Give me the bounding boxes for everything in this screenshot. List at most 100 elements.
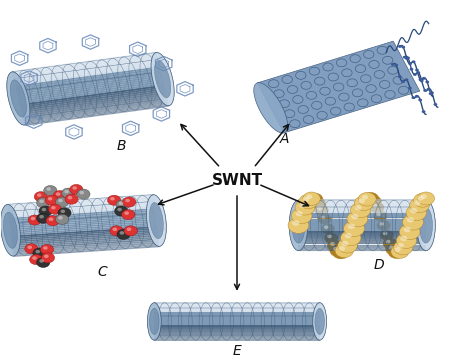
Circle shape [422, 110, 426, 113]
Polygon shape [10, 222, 157, 234]
Circle shape [46, 187, 51, 191]
Polygon shape [9, 215, 156, 227]
Circle shape [36, 250, 40, 253]
Circle shape [307, 193, 323, 205]
Circle shape [303, 192, 320, 205]
Circle shape [386, 243, 401, 255]
Circle shape [39, 215, 44, 218]
Circle shape [376, 213, 381, 216]
Polygon shape [299, 232, 426, 234]
Circle shape [398, 75, 401, 78]
Polygon shape [10, 221, 157, 232]
Circle shape [292, 208, 312, 224]
Polygon shape [299, 236, 426, 238]
Polygon shape [155, 303, 319, 305]
Circle shape [355, 205, 362, 210]
Circle shape [310, 197, 326, 209]
Polygon shape [15, 68, 161, 89]
Polygon shape [299, 243, 426, 244]
Circle shape [44, 186, 57, 196]
Polygon shape [299, 246, 426, 248]
Circle shape [36, 213, 50, 223]
Polygon shape [21, 94, 167, 115]
Polygon shape [299, 210, 426, 212]
Polygon shape [17, 74, 163, 95]
Polygon shape [9, 208, 155, 219]
Polygon shape [20, 88, 166, 109]
Circle shape [302, 197, 309, 202]
Polygon shape [155, 337, 319, 338]
Polygon shape [24, 105, 170, 126]
Circle shape [429, 92, 433, 95]
Circle shape [122, 210, 135, 219]
Circle shape [48, 197, 53, 200]
Circle shape [425, 81, 429, 83]
Polygon shape [299, 208, 426, 210]
Circle shape [25, 244, 38, 254]
Circle shape [55, 214, 69, 224]
Circle shape [410, 208, 417, 213]
Circle shape [369, 198, 374, 202]
Circle shape [327, 240, 342, 251]
Text: D: D [374, 258, 384, 272]
Polygon shape [8, 199, 155, 211]
Circle shape [401, 46, 405, 49]
Circle shape [39, 200, 44, 203]
Polygon shape [155, 332, 319, 333]
Circle shape [338, 238, 357, 253]
Circle shape [335, 244, 354, 258]
Circle shape [391, 63, 395, 66]
Circle shape [342, 241, 348, 246]
Text: C: C [98, 265, 107, 279]
Circle shape [61, 210, 65, 213]
Circle shape [392, 248, 397, 252]
Polygon shape [299, 224, 426, 225]
Polygon shape [299, 238, 426, 239]
Circle shape [401, 80, 405, 83]
Polygon shape [11, 230, 158, 241]
Polygon shape [8, 197, 154, 209]
Circle shape [108, 195, 121, 205]
Circle shape [110, 226, 123, 236]
Circle shape [405, 78, 409, 81]
Polygon shape [299, 222, 426, 224]
Polygon shape [299, 206, 426, 208]
Polygon shape [18, 79, 164, 100]
Circle shape [405, 57, 409, 60]
Polygon shape [155, 310, 319, 311]
Polygon shape [10, 224, 157, 236]
Polygon shape [12, 53, 158, 75]
Polygon shape [9, 217, 156, 229]
Circle shape [36, 198, 50, 208]
Circle shape [380, 230, 393, 240]
Polygon shape [155, 319, 319, 320]
Ellipse shape [149, 308, 159, 335]
Circle shape [45, 195, 58, 205]
Circle shape [430, 91, 434, 94]
Polygon shape [299, 220, 426, 222]
Polygon shape [155, 339, 319, 341]
Polygon shape [18, 81, 164, 102]
Polygon shape [17, 77, 163, 99]
Circle shape [418, 192, 435, 205]
Circle shape [58, 199, 63, 202]
Circle shape [397, 243, 404, 248]
Polygon shape [12, 238, 159, 250]
Polygon shape [299, 239, 426, 241]
Polygon shape [22, 97, 168, 118]
Ellipse shape [292, 208, 305, 243]
Circle shape [391, 245, 409, 258]
Polygon shape [16, 70, 162, 91]
Polygon shape [11, 231, 158, 243]
Circle shape [330, 242, 335, 246]
Circle shape [383, 238, 397, 249]
Circle shape [332, 246, 349, 259]
Polygon shape [17, 75, 163, 97]
Circle shape [31, 217, 36, 220]
Circle shape [70, 184, 83, 195]
Circle shape [27, 245, 32, 249]
Ellipse shape [3, 212, 18, 248]
Polygon shape [20, 90, 166, 111]
Circle shape [386, 240, 391, 244]
Circle shape [354, 196, 374, 210]
